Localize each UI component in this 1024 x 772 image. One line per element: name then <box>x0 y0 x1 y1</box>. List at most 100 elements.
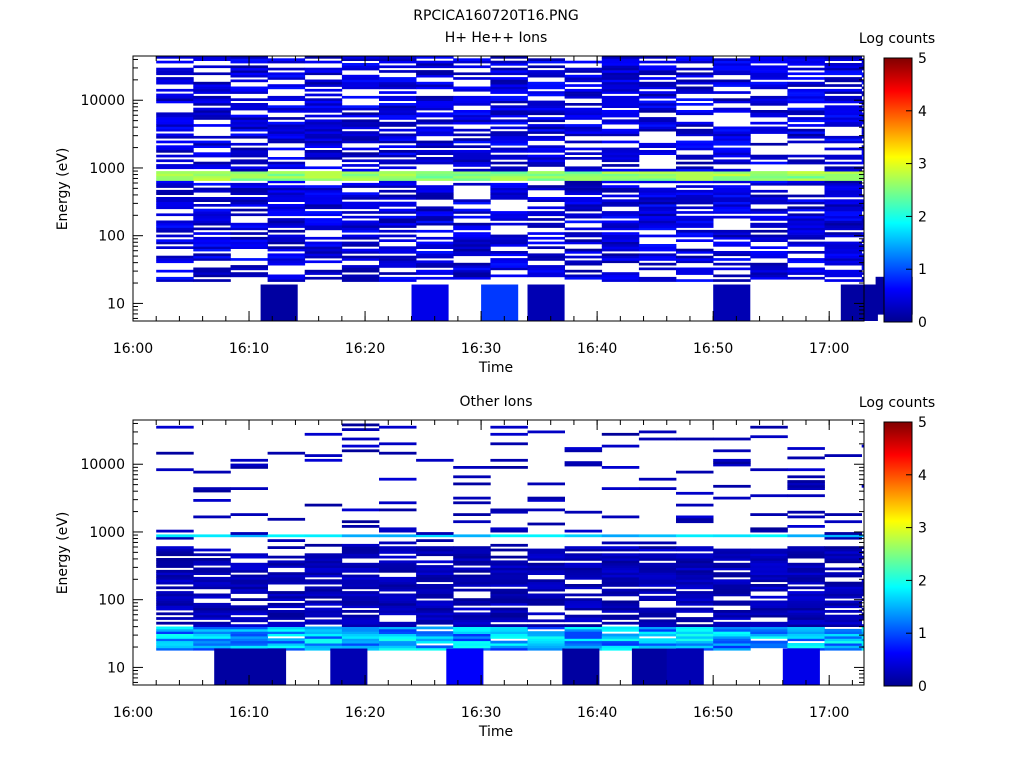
spectrogram-cell <box>193 142 231 146</box>
spectrogram-cell <box>379 508 417 512</box>
spectrogram-cell <box>787 135 825 139</box>
spectrogram-cell <box>379 262 417 266</box>
spectrogram-cell <box>750 513 788 516</box>
spectrogram-cell <box>824 119 862 123</box>
spectrogram-cell <box>379 636 417 639</box>
spectrogram-cell <box>304 593 343 597</box>
spectrogram-cell <box>638 534 677 538</box>
spectrogram-cell <box>638 95 677 99</box>
spectrogram-cell <box>267 560 306 564</box>
spectrogram-cell <box>638 255 677 259</box>
spectrogram-cell <box>267 189 306 193</box>
spectrogram-cell <box>416 105 454 108</box>
spectrogram-cell <box>304 621 343 625</box>
spectrogram-cell <box>379 135 417 139</box>
spectrogram-cell <box>230 175 268 179</box>
spectrogram-cell <box>267 225 306 228</box>
spectrogram-cell <box>490 86 528 90</box>
spectrogram-cell <box>304 276 343 280</box>
spectrogram-cell <box>379 117 417 120</box>
spectrogram-cell <box>230 466 268 469</box>
spectrogram-cell <box>379 555 417 559</box>
spectrogram-cell <box>156 171 194 174</box>
spectrogram-cell <box>341 265 380 268</box>
spectrogram-cell <box>638 178 677 181</box>
spectrogram-cell <box>230 643 268 646</box>
spectrogram-cell <box>713 638 751 642</box>
spectrogram-cell <box>527 636 565 639</box>
spectrogram-cell <box>713 199 751 202</box>
spectrogram-cell <box>676 574 714 578</box>
spectrogram-cell <box>601 128 640 132</box>
spectrogram-cell <box>230 199 268 202</box>
spectrogram-cell <box>230 117 268 120</box>
spectrogram-cell <box>267 60 306 64</box>
spectrogram-cell <box>453 562 491 566</box>
spectrogram-cell <box>267 180 306 184</box>
spectrogram-cell <box>713 84 751 87</box>
spectrogram-cell <box>341 133 380 137</box>
spectrogram-cell <box>156 546 194 549</box>
spectrogram-cell <box>564 70 603 73</box>
spectrogram-cell <box>601 614 640 618</box>
y-tick-label: 1000 <box>89 525 125 541</box>
spectrogram-cell <box>267 199 306 202</box>
spectrogram-cell <box>713 631 751 634</box>
spectrogram-cell <box>713 274 751 278</box>
spectrogram-cell <box>267 598 306 601</box>
spectrogram-cell <box>193 152 231 155</box>
spectrogram-cell <box>267 562 306 566</box>
spectrogram-cell <box>341 204 380 207</box>
spectrogram-cell <box>787 617 825 620</box>
spectrogram-cell <box>156 617 194 620</box>
spectrogram-cell <box>564 126 603 130</box>
spectrogram-cell <box>676 133 714 137</box>
spectrogram-cell <box>230 581 268 585</box>
spectrogram-cell <box>156 602 194 606</box>
spectrogram-cell <box>564 251 603 254</box>
spectrogram-cell <box>861 60 865 64</box>
spectrogram-cell <box>601 647 640 651</box>
spectrogram-cell <box>713 626 751 630</box>
spectrogram-cell <box>453 612 491 616</box>
spectrogram-cell <box>676 491 714 495</box>
spectrogram-cell <box>527 581 565 585</box>
spectrogram-cell <box>453 157 491 160</box>
spectrogram-cell <box>156 638 194 642</box>
spectrogram-cell <box>527 246 565 249</box>
spectrogram-cell <box>267 194 306 198</box>
spectrogram-cell <box>304 138 343 141</box>
spectrogram-cell <box>861 152 865 155</box>
spectrogram-cell <box>564 628 603 632</box>
spectrogram-cell <box>416 185 454 188</box>
spectrogram-cell <box>416 187 454 191</box>
spectrogram-cell <box>156 591 194 594</box>
spectrogram-cell <box>453 560 491 564</box>
spectrogram-cell <box>824 628 862 632</box>
spectrogram-cell <box>379 166 417 170</box>
spectrogram-cell <box>267 117 306 120</box>
spectrogram-cell <box>564 204 603 207</box>
spectrogram-cell <box>601 114 640 118</box>
spectrogram-cell <box>156 534 194 538</box>
spectrogram-cell <box>713 267 751 271</box>
spectrogram-cell <box>304 135 343 139</box>
spectrogram-cell <box>490 574 528 578</box>
spectrogram-cell <box>601 633 640 637</box>
spectrogram-cell <box>861 617 865 620</box>
spectrogram-cell <box>416 272 454 275</box>
spectrogram-cell <box>601 227 640 231</box>
colorbar-tick-label: 5 <box>918 415 927 431</box>
spectrogram-cell <box>341 154 380 158</box>
spectrogram-cell <box>156 572 194 575</box>
spectrogram-cell <box>861 171 865 174</box>
spectrogram-cell <box>267 539 306 542</box>
spectrogram-cell <box>379 60 417 64</box>
spectrogram-cell <box>861 584 865 587</box>
spectrogram-cell <box>453 173 491 177</box>
spectrogram-cell <box>787 598 825 601</box>
spectrogram-cell <box>787 91 825 94</box>
spectrogram-cell <box>341 229 380 233</box>
spectrogram-cell <box>713 588 751 592</box>
spectrogram-cell <box>416 565 454 568</box>
